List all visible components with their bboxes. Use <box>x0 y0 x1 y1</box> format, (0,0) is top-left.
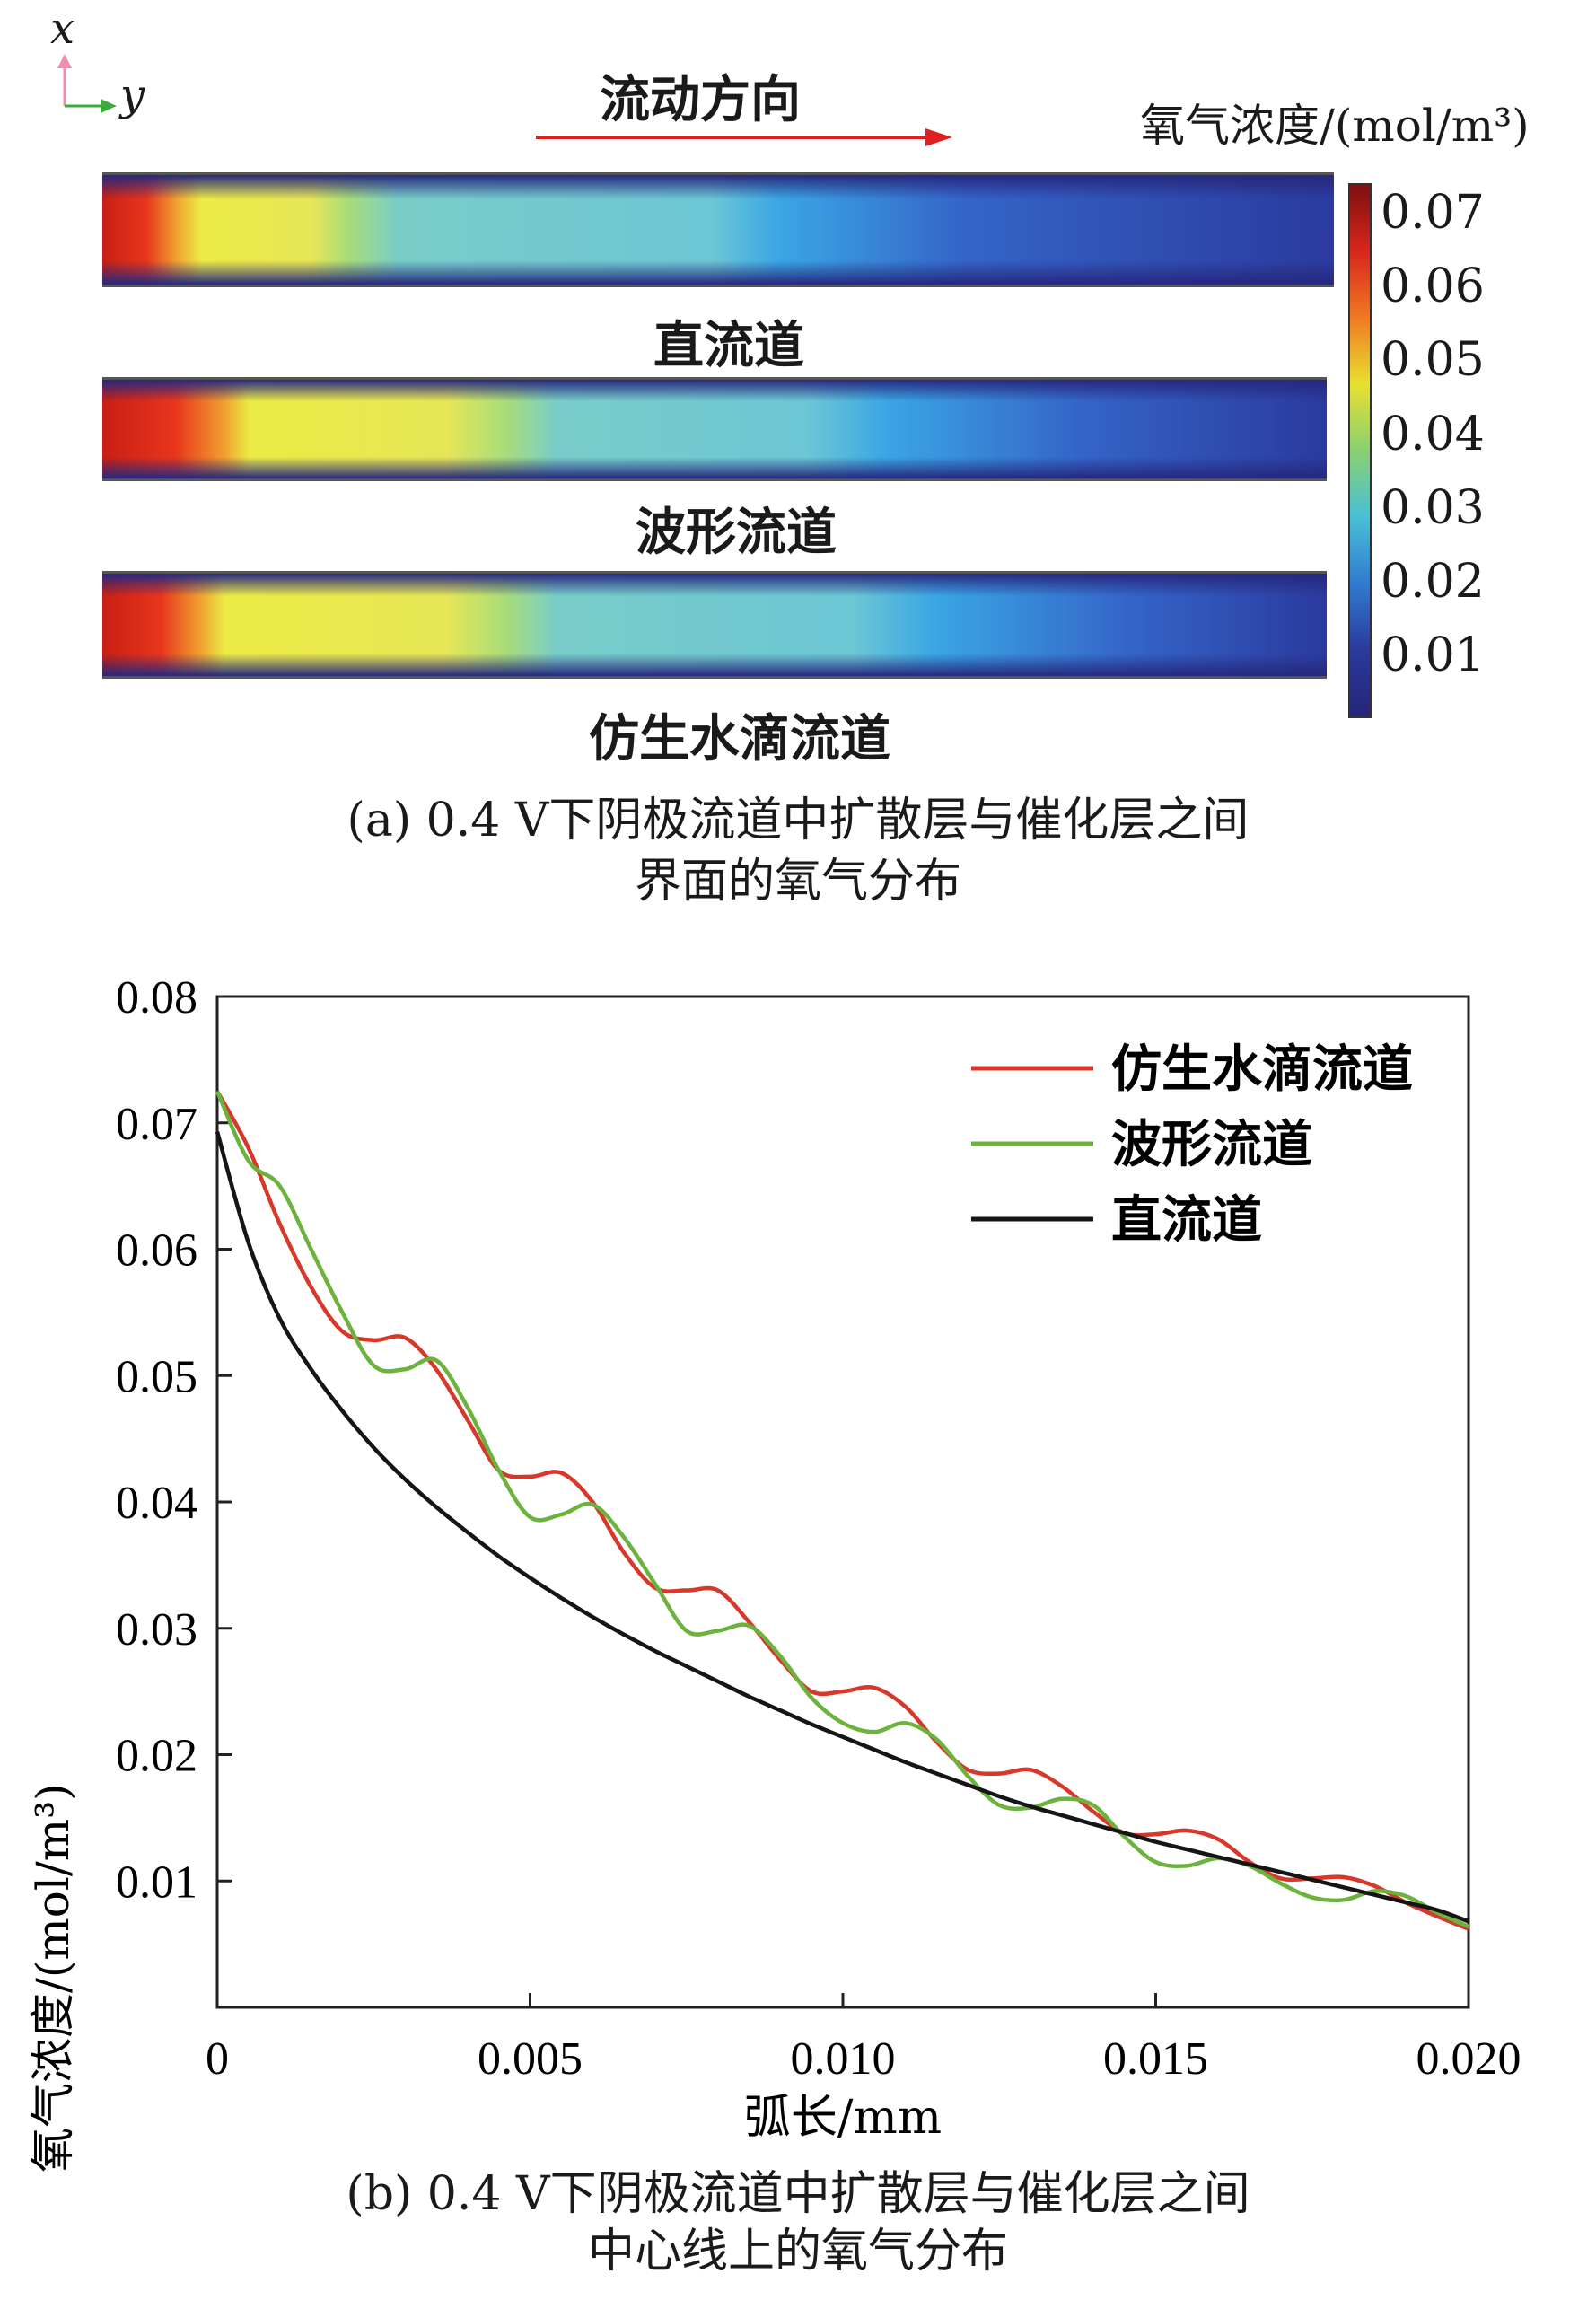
caption-a-line2: 界面的氧气分布 <box>634 855 961 909</box>
y-tick-label: 0.08 <box>116 972 197 1023</box>
colorbar-tick-label: 0.05 <box>1381 333 1485 388</box>
channel-wavy <box>102 377 1327 481</box>
x-tick-label: 0.015 <box>1103 2033 1208 2085</box>
legend-label: 仿生水滴流道 <box>1111 1040 1413 1099</box>
x-axis-ticks: 0 0.005 0.010 0.015 0.020 <box>206 1993 1521 2085</box>
series-lines <box>215 1090 1469 1931</box>
colorbar-tick-label: 0.07 <box>1381 185 1485 240</box>
y-tick-label: 0.06 <box>116 1225 197 1277</box>
y-axis-ticks: 0.01 0.02 0.03 0.04 0.05 0.06 0.07 0.08 <box>116 972 232 1908</box>
coordinate-axes-icon <box>57 54 117 113</box>
channel-straight-label: 直流道 <box>653 317 804 375</box>
colorbar-ticks: 0.07 0.06 0.05 0.04 0.03 0.02 0.01 <box>1381 0 1560 718</box>
colorbar-tick-label: 0.03 <box>1381 480 1485 535</box>
colorbar <box>1348 183 1372 718</box>
legend-label: 波形流道 <box>1111 1116 1312 1174</box>
channel-straight-field <box>102 175 1334 285</box>
axis-y-label: y <box>120 70 145 120</box>
y-tick-label: 0.01 <box>116 1857 197 1908</box>
colorbar-tick-label: 0.06 <box>1381 259 1485 314</box>
y-tick-label: 0.04 <box>116 1478 197 1529</box>
x-tick-label: 0.005 <box>478 2033 583 2085</box>
caption-b-line1: (b) 0.4 V下阴极流道中扩散层与催化层之间 <box>346 2167 1250 2221</box>
series-line-2 <box>215 1090 1469 1928</box>
x-axis-label: 弧长/mm <box>744 2091 942 2145</box>
series-line-1 <box>215 1090 1469 1931</box>
colorbar-tick-label: 0.04 <box>1381 407 1485 461</box>
x-tick-label: 0 <box>206 2033 229 2085</box>
caption-a-line1: (a) 0.4 V下阴极流道中扩散层与催化层之间 <box>346 794 1250 847</box>
channel-wavy-field <box>102 380 1327 478</box>
y-axis-label: 氧气浓度/(mol/m³) <box>27 1783 79 2173</box>
channel-bionic-droplet <box>102 571 1327 679</box>
line-chart: 0 0.005 0.010 0.015 0.020 0.010.020.030.040.… <box>27 972 1521 2173</box>
axis-x-label: x <box>50 4 75 54</box>
x-tick-label: 0.020 <box>1416 2033 1521 2085</box>
series-line-3 <box>215 1130 1469 1924</box>
y-tick-label: 0.05 <box>116 1351 197 1402</box>
y-tick-label: 0.07 <box>116 1099 197 1150</box>
channel-bionic-droplet-label: 仿生水滴流道 <box>589 710 890 768</box>
colorbar-title: 氧气浓度/(mol/m³) <box>1140 100 1530 152</box>
channel-straight <box>102 172 1334 287</box>
channel-wavy-label: 波形流道 <box>636 504 837 562</box>
colorbar-tick-label: 0.02 <box>1381 555 1485 609</box>
y-tick-label: 0.03 <box>116 1604 197 1655</box>
colorbar-tick-label: 0.01 <box>1381 628 1485 683</box>
caption-b-line2: 中心线上的氧气分布 <box>587 2225 1008 2278</box>
flow-direction-arrow <box>536 128 952 146</box>
y-tick-label: 0.02 <box>116 1731 197 1782</box>
flow-direction-label: 流动方向 <box>600 71 801 129</box>
legend-label: 直流道 <box>1111 1191 1262 1250</box>
channel-bionic-droplet-field <box>102 574 1327 676</box>
x-tick-label: 0.010 <box>791 2033 896 2085</box>
